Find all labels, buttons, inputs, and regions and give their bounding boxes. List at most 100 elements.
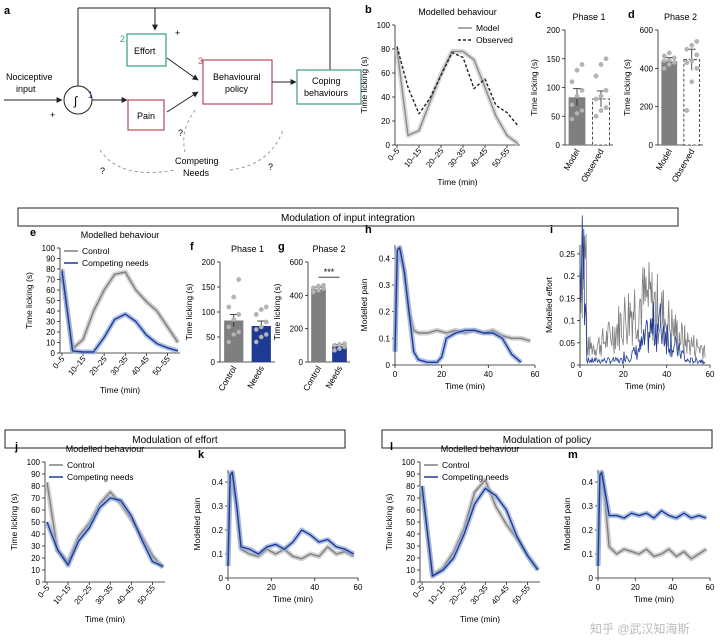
y-axis-label: Time licking (s) <box>529 59 539 116</box>
data-point <box>263 304 269 310</box>
chart-panel-g: 0 200 400 600 Time licking (s) Phase 2 g Contro… <box>272 241 350 393</box>
data-point <box>694 39 700 44</box>
y-tick-label: 0.1 <box>582 550 594 559</box>
x-tick-label: 50–55 <box>151 354 173 377</box>
series-line-0 <box>61 268 179 350</box>
data-point <box>671 55 677 61</box>
panel-label: m <box>568 449 578 461</box>
chart-panel-l: 0–5 10–15 20–25 30–35 40–45 50–55010203040506… <box>384 441 541 624</box>
data-point <box>231 332 237 337</box>
x-tick-label: 50–55 <box>136 583 158 606</box>
chart-panel-i: 0 20 40 60 0 0.05 0.1 0.15 0.2 0.25 Modelled effor… <box>544 215 715 391</box>
y-tick-label: 200 <box>547 26 561 35</box>
panel-label: i <box>550 224 553 236</box>
competing-dashed-arc-right <box>229 129 284 171</box>
y-tick-label: 0.3 <box>379 281 391 290</box>
question-mark-3: ? <box>268 162 273 172</box>
y-tick-label: 200 <box>202 258 216 267</box>
data-point <box>236 277 242 282</box>
data-point <box>593 73 599 79</box>
x-tick-label: 0 <box>226 583 231 592</box>
y-axis-label: Time licking (s) <box>9 493 19 550</box>
banner-effort: Modulation of effort <box>4 429 346 449</box>
data-point <box>689 42 695 48</box>
policy-box <box>202 59 273 105</box>
y-tick-label: 200 <box>290 325 304 334</box>
data-point <box>332 347 337 353</box>
x-axis-label: Time (min) <box>437 177 477 187</box>
y-tick-label: 0.2 <box>582 526 594 535</box>
x-tick-label: 0 <box>578 370 583 379</box>
x-tick-label: Model <box>654 147 674 172</box>
x-tick-label: 40–45 <box>130 354 152 377</box>
y-tick-label: 40 <box>406 530 415 539</box>
x-axis-label: Time (min) <box>625 381 665 391</box>
x-tick-label: 20 <box>619 370 628 379</box>
data-point <box>342 341 347 347</box>
y-tick-label: 100 <box>402 458 416 467</box>
chart-title: Modelled behaviour <box>81 230 160 240</box>
banner-input-text: Modulation of input integration <box>281 213 415 224</box>
x-tick-label: 40 <box>662 370 671 379</box>
y-tick-label: 50 <box>31 518 40 527</box>
data-point <box>661 58 667 64</box>
y-tick-label: 80 <box>381 45 390 54</box>
panel-label-a: a <box>4 5 11 17</box>
x-tick-label: 40–45 <box>115 583 137 606</box>
data-point <box>263 319 269 325</box>
data-point <box>574 111 580 116</box>
chart-panel-e: 0–5 10–15 20–25 30–35 40–45 50–55010203040506… <box>24 227 181 395</box>
y-axis-label: Modelled pain <box>192 497 202 550</box>
series-line-1 <box>597 471 707 567</box>
x-tick-label: 40 <box>310 583 319 592</box>
x-tick-label: 20–25 <box>424 146 446 169</box>
x-tick-label: 0 <box>596 583 601 592</box>
data-point <box>666 50 672 56</box>
y-tick-label: 50 <box>206 333 215 342</box>
y-tick-label: 70 <box>31 494 40 503</box>
data-point <box>316 287 321 293</box>
question-mark-1: ? <box>178 128 183 138</box>
question-mark-2: ? <box>100 166 105 176</box>
pain-box <box>127 99 165 131</box>
competing-dashed-arc-mid <box>183 109 196 153</box>
policy-label-1: Behavioural <box>213 72 261 82</box>
panel-label: e <box>30 227 36 239</box>
charts-layer: 0–5 10–15 20–25 30–35 40–45 50–55020406080100… <box>9 4 715 624</box>
legend-label: Competing needs <box>82 258 149 268</box>
data-point <box>231 294 237 300</box>
y-axis-label: Modelled effort <box>544 276 554 333</box>
data-point <box>598 93 604 99</box>
legend-label: Control <box>442 460 470 470</box>
pain-to-policy-arrow <box>166 91 199 113</box>
y-tick-label: 80 <box>31 482 40 491</box>
y-tick-label: 600 <box>640 26 654 35</box>
series-band <box>419 485 541 579</box>
y-tick-label: 0 <box>211 358 216 367</box>
y-axis-label: Time licking (s) <box>384 493 394 550</box>
x-tick-label: 40–45 <box>468 146 490 169</box>
x-tick-label: 30–35 <box>446 146 468 169</box>
banner-policy-text: Modulation of policy <box>503 435 591 446</box>
competing-label-1: Competing <box>175 156 219 166</box>
y-tick-label: 20 <box>46 328 55 337</box>
y-axis-label: Time licking (s) <box>359 56 369 113</box>
y-tick-label: 40 <box>46 307 55 316</box>
x-tick-label: 20–25 <box>73 583 95 606</box>
x-tick-label: 50–55 <box>511 583 533 606</box>
bar-1 <box>251 326 271 362</box>
y-tick-label: 40 <box>381 93 390 102</box>
x-tick-label: 50–55 <box>490 146 512 169</box>
banner-policy-box <box>381 429 713 449</box>
legend-label: Control <box>82 246 110 256</box>
number-3: 3 <box>198 56 203 66</box>
data-point <box>226 324 232 330</box>
x-tick-label: 40 <box>484 370 493 379</box>
legend-label: Competing needs <box>442 472 509 482</box>
y-tick-label: 100 <box>42 244 56 253</box>
x-tick-label: 40–45 <box>490 583 512 606</box>
y-tick-label: 150 <box>547 55 561 64</box>
y-tick-label: 0.4 <box>212 478 224 487</box>
coping-label-1: Coping <box>312 76 341 86</box>
